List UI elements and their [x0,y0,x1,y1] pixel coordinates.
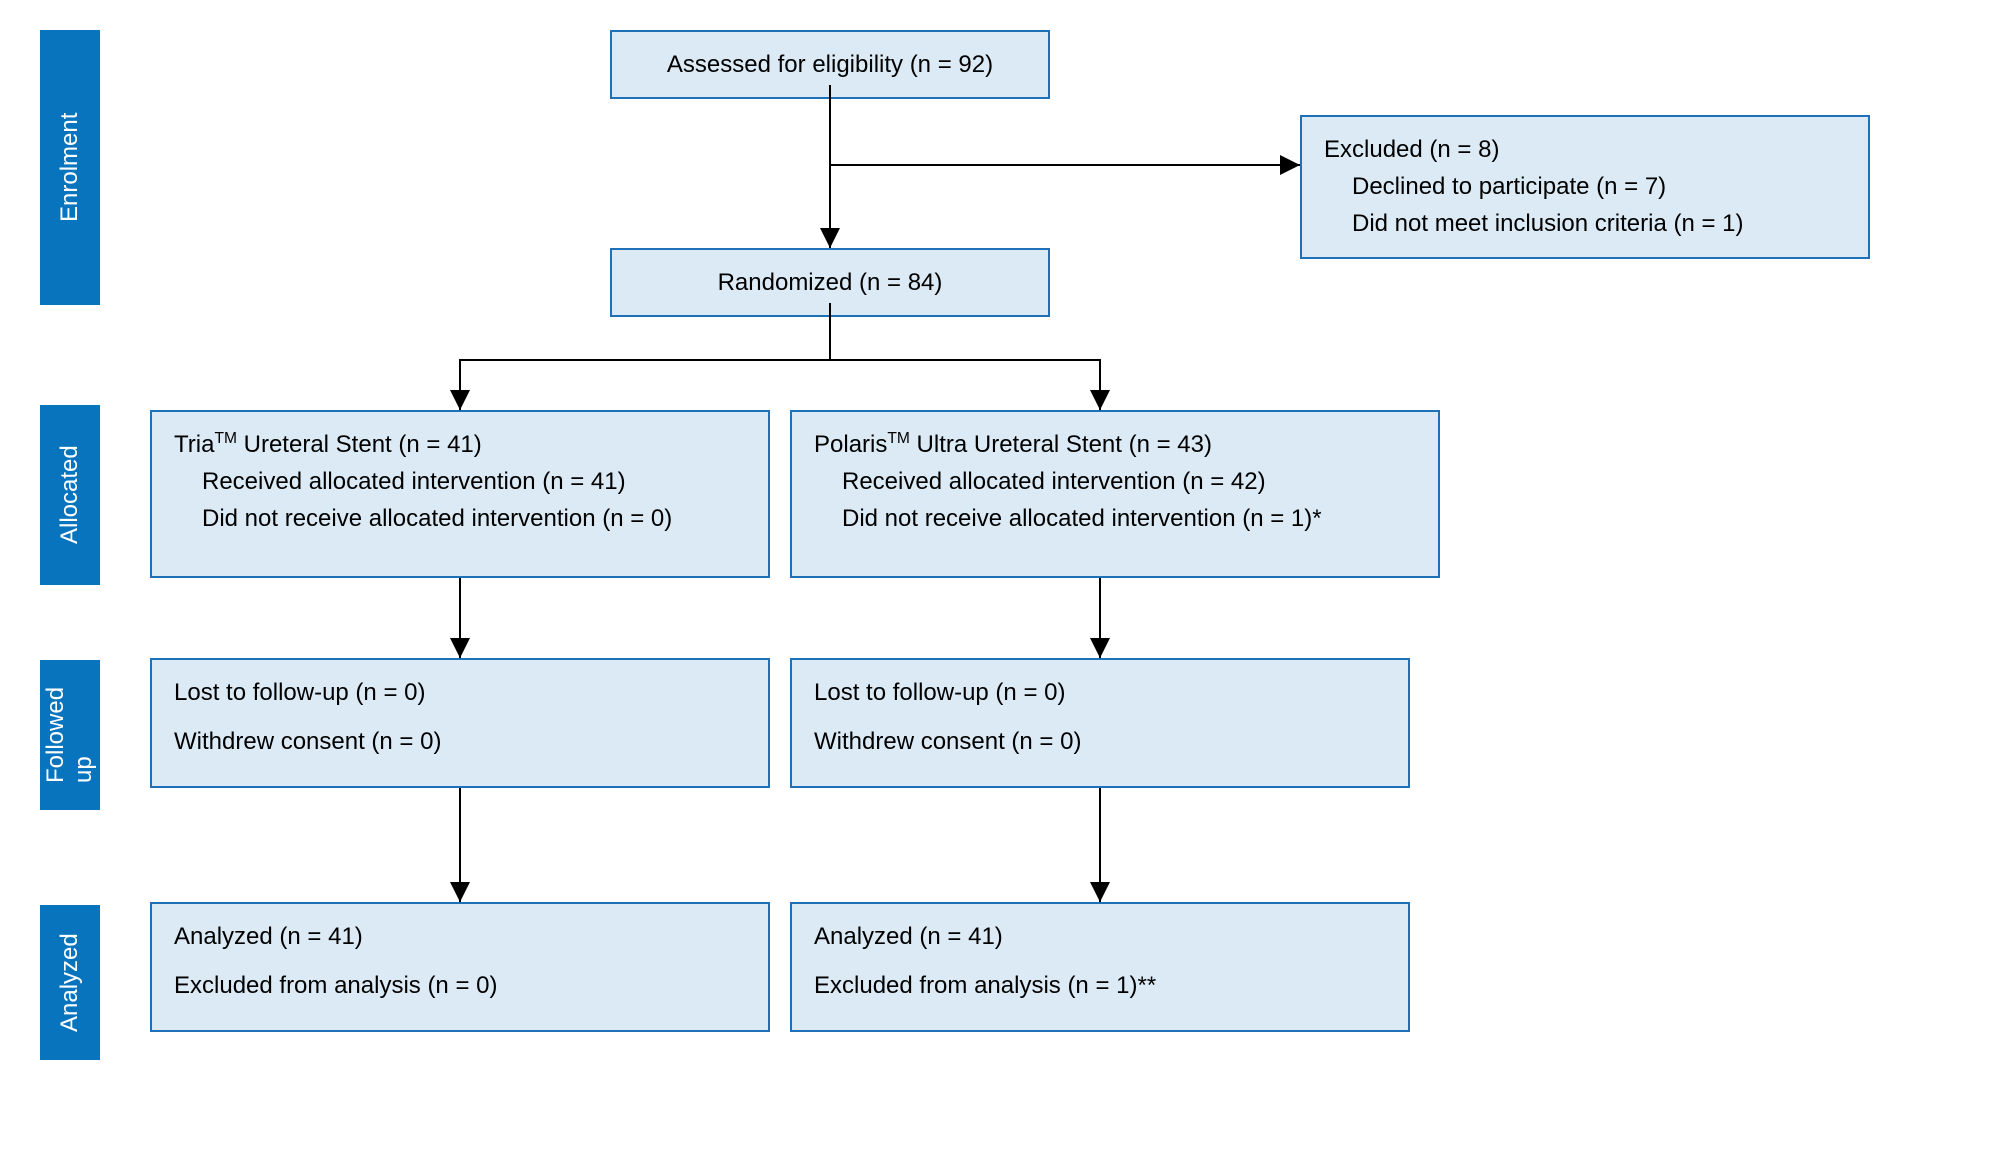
excluded-line1: Excluded (n = 8) [1324,131,1846,168]
node-excluded: Excluded (n = 8) Declined to participate… [1300,115,1870,259]
randomized-text: Randomized (n = 84) [718,264,943,301]
alloc-right-line1: PolarisTM Ultra Ureteral Stent (n = 43) [814,426,1416,463]
assessed-text: Assessed for eligibility (n = 92) [667,46,993,83]
phase-followed-up: Followed up [40,660,100,810]
phase-enrolment: Enrolment [40,30,100,305]
phase-allocated: Allocated [40,405,100,585]
alloc-right-line2: Received allocated intervention (n = 42) [814,463,1416,500]
node-analy-right: Analyzed (n = 41) Excluded from analysis… [790,902,1410,1032]
phase-analyzed: Analyzed [40,905,100,1060]
analy-right-line1: Analyzed (n = 41) [814,918,1386,955]
analy-left-line1: Analyzed (n = 41) [174,918,746,955]
follow-right-line1: Lost to follow-up (n = 0) [814,674,1386,711]
consort-flowchart: Enrolment Allocated Followed up Analyzed… [20,20,1980,1130]
node-alloc-left: TriaTM Ureteral Stent (n = 41) Received … [150,410,770,578]
node-follow-right: Lost to follow-up (n = 0) Withdrew conse… [790,658,1410,788]
analy-right-line2: Excluded from analysis (n = 1)** [814,967,1386,1004]
follow-right-line2: Withdrew consent (n = 0) [814,723,1386,760]
analy-left-line2: Excluded from analysis (n = 0) [174,967,746,1004]
node-follow-left: Lost to follow-up (n = 0) Withdrew conse… [150,658,770,788]
excluded-line3: Did not meet inclusion criteria (n = 1) [1324,205,1846,242]
alloc-right-line3: Did not receive allocated intervention (… [814,500,1416,537]
node-randomized: Randomized (n = 84) [610,248,1050,317]
follow-left-line2: Withdrew consent (n = 0) [174,723,746,760]
node-assessed: Assessed for eligibility (n = 92) [610,30,1050,99]
node-analy-left: Analyzed (n = 41) Excluded from analysis… [150,902,770,1032]
node-alloc-right: PolarisTM Ultra Ureteral Stent (n = 43) … [790,410,1440,578]
excluded-line2: Declined to participate (n = 7) [1324,168,1846,205]
alloc-left-line1: TriaTM Ureteral Stent (n = 41) [174,426,746,463]
follow-left-line1: Lost to follow-up (n = 0) [174,674,746,711]
alloc-left-line2: Received allocated intervention (n = 41) [174,463,746,500]
alloc-left-line3: Did not receive allocated intervention (… [174,500,746,537]
